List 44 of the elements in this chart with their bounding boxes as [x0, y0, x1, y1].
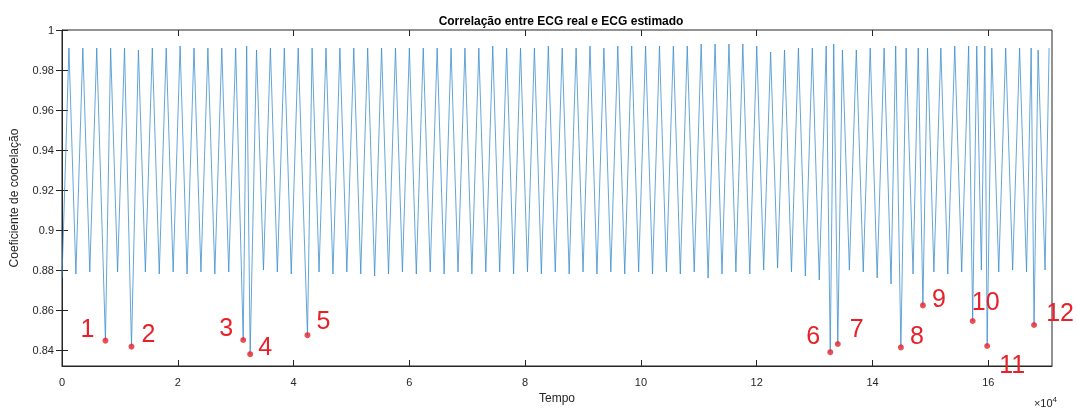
- y-axis-title: Coeficiente de coorelação: [7, 128, 21, 268]
- x-tick-label: 4: [290, 375, 297, 388]
- annotation: 3: [219, 313, 234, 341]
- x-tick-label: 0: [58, 375, 66, 388]
- annotation: 8: [909, 321, 924, 350]
- point: [827, 349, 834, 356]
- point: [247, 351, 254, 358]
- y-tick-label: 0.96: [32, 104, 54, 116]
- x-axis-title: Tempo: [538, 390, 576, 405]
- annotation: 9: [931, 284, 946, 313]
- y-tick-label: 0.86: [32, 304, 54, 316]
- y-tick-label: 0.94: [32, 144, 54, 156]
- annotation: 1: [80, 313, 95, 342]
- annotation: 5: [316, 306, 331, 335]
- point: [1031, 322, 1038, 328]
- y-tick-label: 0.88: [32, 264, 54, 276]
- point: [304, 332, 311, 339]
- point: [102, 337, 109, 344]
- x-tick-label: 12: [750, 375, 763, 388]
- y-tick-label: 0.98: [32, 64, 54, 76]
- x-tick-label: 8: [522, 375, 529, 388]
- point: [240, 337, 247, 343]
- annotation: 6: [806, 321, 821, 350]
- x-tick-label: 2: [174, 375, 181, 388]
- y-tick-label: 0.9: [38, 224, 54, 236]
- point: [969, 318, 976, 324]
- x-tick-label: 10: [634, 375, 648, 388]
- point: [984, 343, 991, 349]
- annotation: 10: [971, 287, 1000, 315]
- annotation: 12: [1046, 298, 1074, 326]
- y-tick-label: 0.92: [32, 184, 54, 196]
- annotation: 7: [849, 314, 864, 342]
- point: [897, 344, 904, 351]
- annotation: 4: [258, 332, 273, 361]
- x-tick-label: 14: [866, 375, 879, 388]
- x-tick-label: 16: [982, 375, 995, 388]
- y-tick-label: 1: [47, 24, 54, 36]
- point: [834, 341, 841, 347]
- y-tick-label: 0.84: [32, 344, 54, 356]
- x-tick-label: 6: [406, 375, 413, 388]
- chart-title: Correlação entre ECG real e ECG estimado: [438, 14, 684, 28]
- point: [919, 302, 926, 309]
- point: [128, 343, 135, 350]
- annotation: 2: [141, 318, 156, 347]
